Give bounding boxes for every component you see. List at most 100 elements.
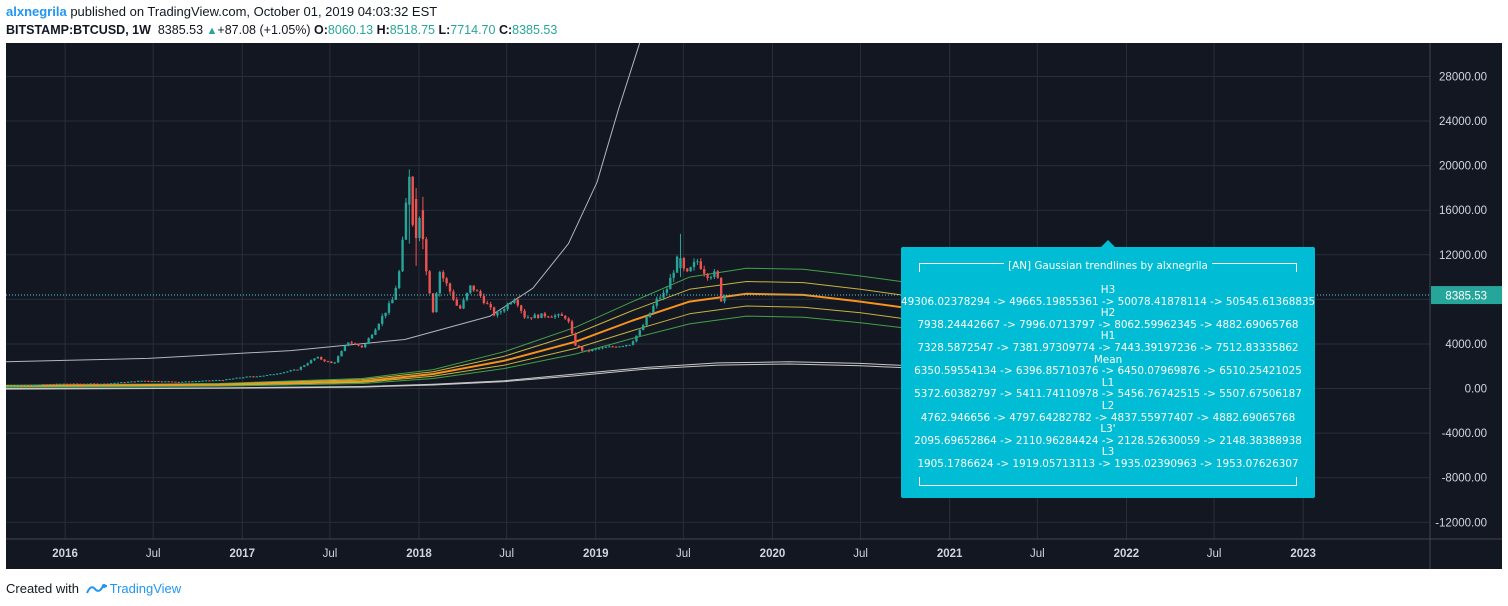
candle	[479, 291, 482, 297]
y-tick-label: 0.00	[1465, 384, 1487, 396]
candle	[269, 374, 272, 376]
y-tick-label: 20000.00	[1439, 161, 1487, 173]
candle	[164, 381, 167, 383]
candle	[275, 373, 279, 375]
x-tick-label: 2016	[52, 548, 78, 560]
candle	[509, 303, 513, 305]
candle	[482, 296, 486, 304]
candle	[577, 345, 580, 347]
candle	[248, 376, 252, 378]
publish-info: alxnegrila published on TradingView.com,…	[6, 3, 1496, 20]
candle	[204, 380, 208, 382]
candle	[418, 218, 421, 239]
x-tick-label: 2022	[1114, 548, 1140, 560]
candle	[723, 295, 726, 302]
candle	[404, 202, 408, 240]
candle	[286, 371, 289, 373]
candle	[648, 312, 652, 318]
candle	[92, 383, 96, 385]
price-change: +87.08 (+1.05%)	[217, 23, 311, 37]
high-label: H:	[376, 23, 390, 37]
info-row: L1	[1101, 376, 1115, 389]
candle	[367, 338, 370, 344]
open-value: 8060.13	[327, 23, 374, 37]
y-tick-label: -4000.00	[1442, 428, 1487, 440]
candle	[262, 375, 265, 377]
candle	[503, 309, 506, 312]
x-tick-label: Jul	[499, 548, 514, 560]
tradingview-brand[interactable]: TradingView	[109, 581, 182, 596]
candle	[72, 383, 75, 385]
candle	[126, 381, 130, 383]
candle	[580, 346, 584, 351]
candle	[31, 384, 35, 386]
candle	[170, 381, 174, 383]
candle	[713, 271, 716, 277]
candle	[638, 330, 641, 336]
candle	[614, 346, 618, 348]
chart-area[interactable]: 28000.00 24000.00 20000.00 16000.00 12000.00…	[6, 43, 1502, 569]
candle	[174, 381, 177, 383]
candle	[594, 348, 597, 350]
candle	[611, 346, 614, 348]
candle	[198, 380, 201, 382]
candle	[408, 176, 411, 205]
candle	[716, 271, 719, 278]
candle	[570, 321, 574, 334]
candle	[686, 268, 689, 272]
candle	[540, 313, 543, 319]
candle	[397, 271, 401, 288]
candle	[458, 305, 462, 309]
candle	[428, 271, 431, 294]
x-tick-label: 2018	[406, 548, 432, 560]
candle	[289, 370, 292, 372]
candle	[55, 383, 59, 385]
candle	[86, 383, 89, 385]
low-label: L:	[438, 23, 451, 37]
author-name[interactable]: alxnegrila	[6, 4, 67, 19]
x-tick-label: Jul	[146, 548, 161, 560]
symbol-name[interactable]: BITSTAMP:BTCUSD, 1W	[6, 23, 151, 37]
candle	[513, 299, 516, 304]
x-tick-label: 2019	[583, 548, 609, 560]
info-row: 6350.59554134 -> 6396.85710376 -> 6450.0…	[914, 365, 1302, 378]
info-row: H3	[1100, 284, 1116, 296]
candle	[187, 381, 191, 383]
candle	[309, 360, 313, 364]
candle	[557, 314, 560, 316]
candle	[48, 384, 52, 386]
info-row: L2	[1101, 399, 1115, 412]
candle	[587, 350, 591, 352]
candle	[377, 323, 381, 330]
candle	[628, 344, 631, 346]
candle	[472, 285, 475, 291]
candle	[672, 272, 675, 278]
candle	[18, 385, 21, 387]
candle	[645, 317, 648, 326]
candle	[225, 379, 228, 381]
candle	[65, 383, 69, 385]
candle	[157, 381, 160, 383]
tradingview-logo-icon[interactable]	[85, 583, 108, 595]
candle	[625, 345, 628, 347]
x-tick-label: 2021	[937, 548, 963, 560]
candle	[282, 372, 286, 374]
x-tick-label: Jul	[676, 548, 691, 560]
high-value: 8518.75	[389, 23, 435, 37]
candle	[259, 375, 262, 377]
candle	[489, 304, 492, 308]
candle	[255, 376, 258, 378]
candle	[414, 199, 418, 239]
y-tick-label: -12000.00	[1435, 517, 1487, 529]
candle	[52, 384, 55, 386]
candle	[564, 315, 567, 319]
candle	[75, 383, 79, 385]
candle	[499, 311, 503, 313]
candle	[618, 346, 621, 348]
candle	[316, 357, 320, 359]
candle	[11, 385, 14, 387]
candle	[252, 376, 255, 378]
candle	[360, 345, 364, 348]
candle	[631, 341, 635, 345]
candle	[519, 305, 523, 311]
